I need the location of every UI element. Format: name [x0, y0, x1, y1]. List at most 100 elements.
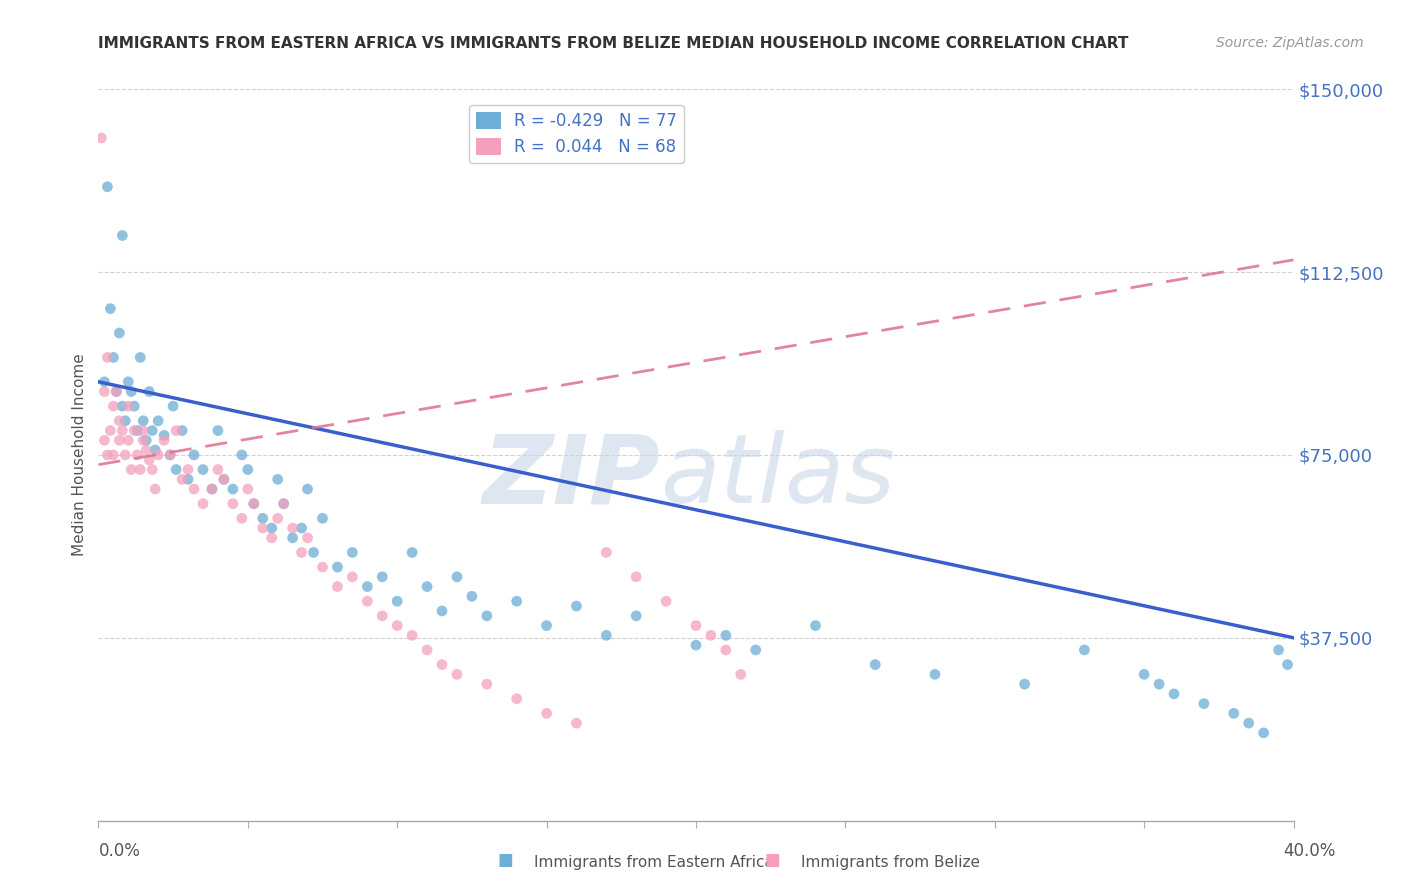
Point — [159, 448, 181, 462]
Point — [685, 638, 707, 652]
Point — [127, 448, 149, 462]
Point — [162, 399, 184, 413]
Point — [446, 570, 468, 584]
Point — [385, 618, 409, 632]
Point — [138, 452, 160, 467]
Point — [1267, 643, 1289, 657]
Point — [297, 482, 319, 496]
Point — [371, 608, 394, 623]
Text: ■: ■ — [498, 851, 513, 869]
Point — [536, 706, 558, 721]
Text: IMMIGRANTS FROM EASTERN AFRICA VS IMMIGRANTS FROM BELIZE MEDIAN HOUSEHOLD INCOME: IMMIGRANTS FROM EASTERN AFRICA VS IMMIGR… — [98, 36, 1129, 51]
Point — [165, 424, 187, 438]
Point — [326, 580, 349, 594]
Point — [159, 448, 181, 462]
Point — [93, 375, 115, 389]
Point — [111, 399, 134, 413]
Point — [281, 521, 304, 535]
Point — [506, 691, 529, 706]
Point — [105, 384, 128, 399]
Point — [267, 472, 290, 486]
Text: ■: ■ — [765, 851, 780, 869]
Point — [124, 399, 146, 413]
Point — [103, 399, 125, 413]
Point — [243, 497, 266, 511]
Point — [143, 443, 166, 458]
Point — [730, 667, 752, 681]
Point — [252, 511, 274, 525]
Point — [371, 570, 394, 584]
Point — [191, 462, 214, 476]
Point — [191, 497, 214, 511]
Point — [153, 434, 176, 448]
Point — [124, 424, 146, 438]
Point — [1223, 706, 1246, 721]
Point — [132, 424, 155, 438]
Point — [865, 657, 887, 672]
Point — [93, 384, 115, 399]
Point — [1163, 687, 1185, 701]
Point — [117, 375, 139, 389]
Point — [326, 560, 349, 574]
Point — [172, 472, 194, 486]
Point — [273, 497, 295, 511]
Point — [165, 462, 187, 476]
Point — [401, 545, 423, 559]
Point — [201, 482, 224, 496]
Point — [385, 594, 409, 608]
Point — [281, 531, 304, 545]
Point — [222, 497, 245, 511]
Point — [141, 424, 163, 438]
Point — [231, 448, 253, 462]
Point — [1192, 697, 1215, 711]
Point — [212, 472, 235, 486]
Point — [430, 657, 453, 672]
Point — [626, 570, 648, 584]
Point — [356, 580, 378, 594]
Point — [924, 667, 946, 681]
Point — [129, 462, 152, 476]
Point — [297, 531, 319, 545]
Legend: R = -0.429   N = 77, R =  0.044   N = 68: R = -0.429 N = 77, R = 0.044 N = 68 — [470, 105, 683, 163]
Point — [141, 462, 163, 476]
Point — [108, 326, 131, 340]
Point — [183, 482, 205, 496]
Point — [120, 462, 142, 476]
Point — [1253, 726, 1275, 740]
Point — [260, 531, 283, 545]
Point — [153, 428, 176, 442]
Point — [655, 594, 678, 608]
Point — [236, 482, 259, 496]
Point — [267, 511, 290, 525]
Point — [804, 618, 827, 632]
Point — [98, 301, 122, 316]
Point — [96, 351, 118, 365]
Point — [114, 448, 136, 462]
Point — [236, 462, 259, 476]
Point — [177, 472, 200, 486]
Point — [252, 521, 274, 535]
Point — [475, 608, 498, 623]
Text: atlas: atlas — [661, 430, 896, 524]
Point — [356, 594, 378, 608]
Point — [132, 434, 155, 448]
Point — [1147, 677, 1170, 691]
Point — [1014, 677, 1036, 691]
Point — [311, 560, 333, 574]
Point — [685, 618, 707, 632]
Point — [714, 628, 737, 642]
Point — [1073, 643, 1095, 657]
Point — [105, 384, 128, 399]
Text: Immigrants from Eastern Africa: Immigrants from Eastern Africa — [534, 855, 775, 870]
Point — [135, 434, 157, 448]
Point — [446, 667, 468, 681]
Point — [98, 424, 122, 438]
Text: Source: ZipAtlas.com: Source: ZipAtlas.com — [1216, 36, 1364, 50]
Point — [222, 482, 245, 496]
Point — [430, 604, 453, 618]
Point — [626, 608, 648, 623]
Point — [103, 351, 125, 365]
Point — [127, 424, 149, 438]
Point — [120, 384, 142, 399]
Point — [745, 643, 768, 657]
